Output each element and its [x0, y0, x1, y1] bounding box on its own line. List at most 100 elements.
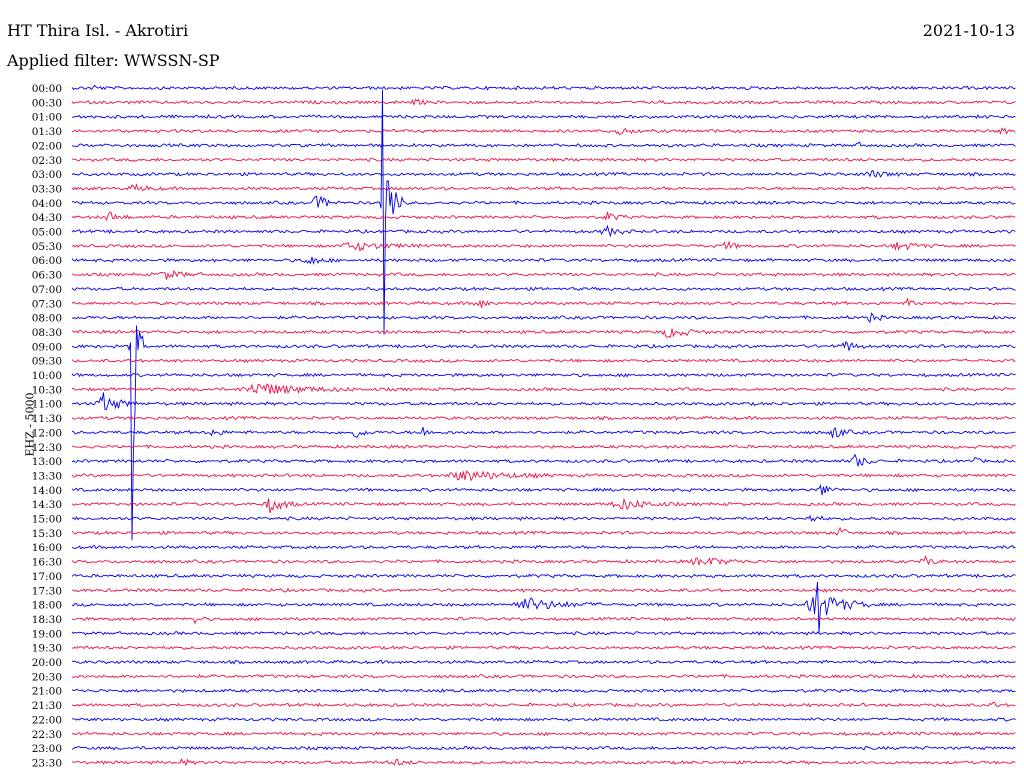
trace-line: [71, 141, 1016, 148]
time-label: 18:30: [32, 614, 62, 626]
station-title: HT Thira Isl. - Akrotiri: [7, 21, 189, 40]
time-label: 07:30: [32, 298, 62, 310]
trace-line: [71, 758, 1016, 767]
time-label: 04:00: [32, 198, 62, 210]
trace-line: [71, 453, 1016, 467]
time-label: 23:30: [32, 757, 62, 769]
trace-line: [71, 514, 1016, 523]
trace-line: [71, 717, 1016, 722]
trace-line: [71, 426, 1016, 439]
trace-line: [71, 383, 1016, 395]
time-label: 18:00: [32, 600, 62, 612]
trace-line: [71, 392, 1016, 411]
time-label: 01:00: [32, 112, 62, 124]
time-label: 02:30: [32, 155, 62, 167]
trace-line: [71, 544, 1016, 550]
trace-line: [71, 444, 1016, 450]
time-label: 16:30: [32, 557, 62, 569]
time-label: 15:30: [32, 528, 62, 540]
time-label: 04:30: [32, 212, 62, 224]
time-label: 23:00: [32, 743, 62, 755]
time-label: 11:30: [32, 413, 62, 425]
trace-line: [71, 645, 1016, 651]
trace-line: [71, 688, 1016, 694]
trace-line: [71, 731, 1016, 737]
time-label: 10:30: [32, 384, 62, 396]
trace-line: [71, 211, 1016, 222]
time-label: 06:30: [32, 270, 62, 282]
trace-line: [71, 554, 1016, 566]
time-label: 22:00: [32, 714, 62, 726]
trace-line: [72, 587, 1016, 593]
date-label: 2021-10-13: [922, 21, 1015, 40]
trace-line: [71, 701, 1016, 708]
time-label: 03:30: [32, 183, 62, 195]
trace-line: [71, 183, 1016, 192]
trace-line: [71, 659, 1016, 665]
time-label: 19:30: [32, 643, 62, 655]
time-label: 05:00: [32, 227, 62, 239]
trace-line: [71, 630, 1016, 636]
filter-label: Applied filter: WWSSN-SP: [7, 51, 220, 70]
time-label: 08:00: [32, 313, 62, 325]
trace-line: [71, 325, 1016, 541]
trace-line: [71, 745, 1016, 751]
trace-line: [71, 256, 1016, 266]
trace-line: [71, 573, 1016, 579]
time-label: 10:00: [32, 370, 62, 382]
time-label: 05:30: [32, 241, 62, 253]
trace-line: [71, 169, 1016, 178]
time-label: 22:30: [32, 729, 62, 741]
trace-line: [71, 616, 1016, 625]
trace-line: [71, 84, 1016, 91]
trace-line: [71, 470, 1016, 482]
trace-line: [71, 286, 1016, 292]
time-label: 11:00: [32, 399, 62, 411]
time-label: 21:00: [32, 686, 62, 698]
time-label: 20:00: [32, 657, 62, 669]
time-label: 20:30: [32, 671, 62, 683]
time-label: 14:30: [32, 499, 62, 511]
time-label: 21:30: [32, 700, 62, 712]
time-label: 17:30: [32, 585, 62, 597]
time-label: 00:30: [32, 97, 62, 109]
trace-line: [71, 673, 1016, 679]
time-label: 09:00: [32, 341, 62, 353]
time-label: 12:00: [32, 427, 62, 439]
trace-line: [71, 127, 1016, 136]
time-label: 07:00: [32, 284, 62, 296]
trace-line: [71, 484, 1016, 496]
time-label: 13:30: [32, 470, 62, 482]
trace-line: [71, 497, 1016, 514]
trace-line: [71, 358, 1016, 364]
time-label: 19:00: [32, 628, 62, 640]
time-label: 14:00: [32, 485, 62, 497]
trace-line: [71, 415, 1016, 421]
time-label: 15:00: [32, 514, 62, 526]
time-label: 01:30: [32, 126, 62, 138]
trace-line: [71, 297, 1016, 308]
time-label: 03:00: [32, 169, 62, 181]
trace-line: [71, 89, 1016, 335]
trace-group: [71, 84, 1016, 767]
time-label-group: 00:00 00:30 01:00 01:30 02:00 02:30 03:00 03:30…: [32, 83, 62, 769]
trace-line: [71, 240, 1016, 253]
trace-line: [71, 157, 1016, 163]
time-label: 16:00: [32, 542, 62, 554]
trace-line: [71, 269, 1016, 280]
time-label: 02:00: [32, 140, 62, 152]
time-label: 09:30: [32, 356, 62, 368]
trace-line: [71, 98, 1016, 106]
trace-line: [71, 372, 1016, 378]
trace-line: [71, 224, 1016, 238]
trace-line: [71, 581, 1016, 634]
time-label: 08:30: [32, 327, 62, 339]
time-label: 00:00: [32, 83, 62, 95]
time-label: 17:00: [32, 571, 62, 583]
trace-line: [71, 328, 1016, 339]
time-label: 06:00: [32, 255, 62, 267]
trace-line: [71, 113, 1016, 120]
time-label: 13:00: [32, 456, 62, 468]
time-label: 12:30: [32, 442, 62, 454]
